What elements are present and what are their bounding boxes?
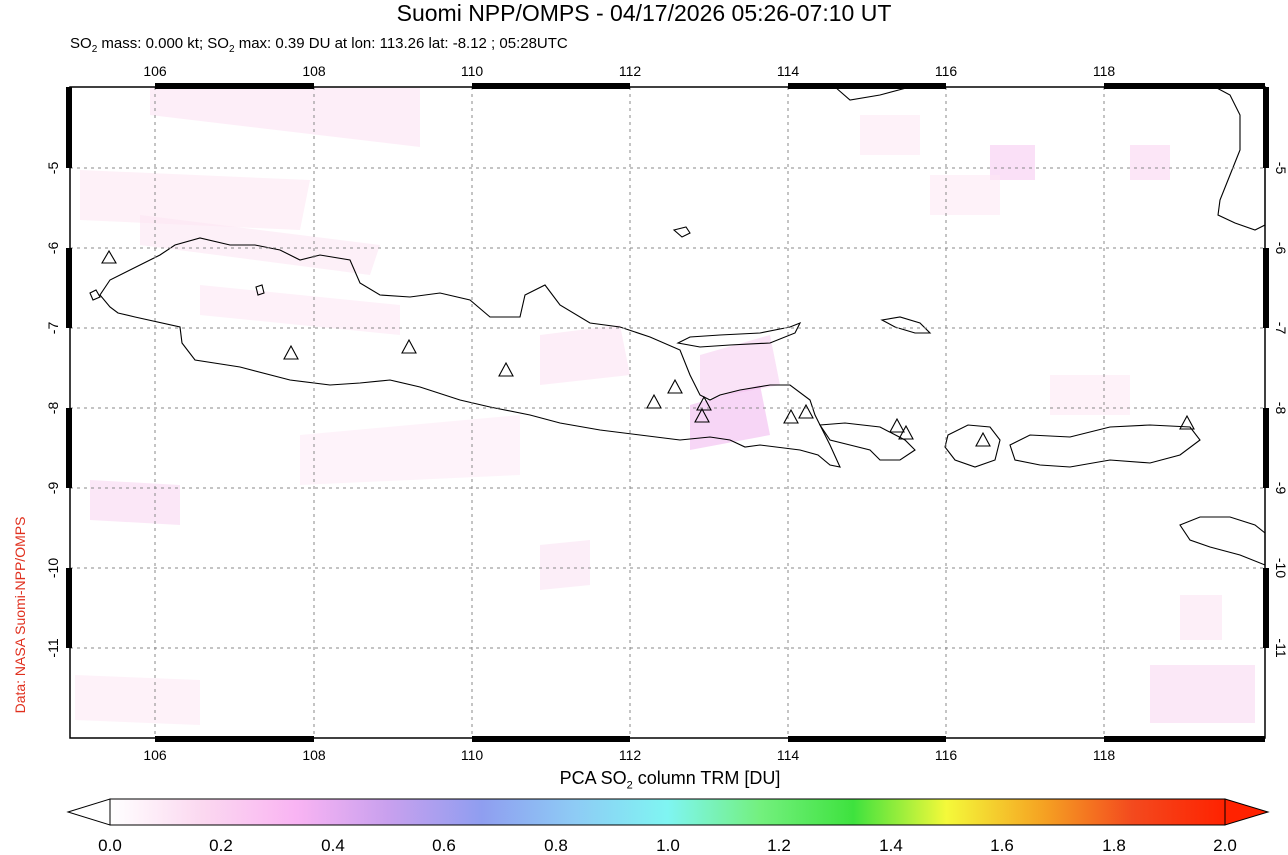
summary-part1: SO	[70, 35, 92, 52]
graticule	[70, 87, 1265, 738]
lon-label: 108	[302, 63, 326, 79]
summary-sub1: 2	[91, 44, 98, 55]
colorbar-tick-label: 0.0	[98, 836, 122, 855]
volcano-triangle-icon	[401, 338, 417, 354]
map-title: Suomi NPP/OMPS - 04/17/2026 05:26-07:10 …	[396, 0, 892, 26]
volcano-triangle-icon	[646, 393, 662, 409]
lon-label: 116	[935, 747, 958, 763]
colorbar-min-arrow	[66, 798, 111, 826]
lon-label: 106	[143, 63, 167, 79]
volcano-triangle-icon	[975, 431, 991, 447]
lat-label: -5	[45, 162, 61, 175]
lon-label: 110	[461, 747, 484, 763]
lon-label: 106	[143, 747, 167, 763]
volcano-triangle-icon	[498, 361, 514, 377]
volcano-triangle-icon	[696, 395, 712, 411]
colorbar-tick-label: 0.2	[209, 836, 233, 855]
lon-label: 112	[619, 747, 642, 763]
lon-label: 114	[777, 63, 800, 79]
lon-label: 114	[777, 747, 800, 763]
lat-labels-left: -5 -6 -7 -8 -9 -10 -11	[45, 162, 61, 658]
summary-part3: max: 0.39 DU at lon: 113.26 lat: -8.12 ;…	[234, 35, 568, 52]
lat-label: -8	[45, 402, 61, 415]
colorbar-tick-label: 1.6	[990, 836, 1014, 855]
lon-label: 118	[1093, 747, 1116, 763]
lon-label: 118	[1093, 63, 1116, 79]
lat-label: -7	[1273, 322, 1288, 335]
lat-label: -7	[45, 322, 61, 335]
lon-labels-bottom: 106 108 110 112 114 116 118	[143, 747, 1115, 763]
colorbar-tick-label: 1.0	[656, 836, 680, 855]
volcano-icons	[101, 249, 1195, 447]
colorbar-title-sub: 2	[626, 779, 633, 792]
lat-label: -10	[1273, 558, 1288, 578]
volcano-triangle-icon	[783, 408, 799, 424]
colorbar-title-part2: column TRM [DU]	[632, 768, 781, 788]
colorbar-ticks: 0.0 0.2 0.4 0.6 0.8 1.0 1.2 1.4 1.6 1.8 …	[98, 836, 1237, 855]
lon-label: 110	[461, 63, 484, 79]
summary-part2: mass: 0.000 kt; SO	[97, 35, 229, 52]
volcano-triangle-icon	[898, 424, 914, 440]
so2-map: 106 108 110 112 114 116 118 106 108 110 …	[45, 63, 1288, 763]
so2-summary: SO2 mass: 0.000 kt; SO2 max: 0.39 DU at …	[70, 35, 568, 55]
volcano-triangle-icon	[1179, 414, 1195, 430]
lon-label: 116	[935, 63, 958, 79]
lat-label: -11	[1273, 638, 1288, 657]
colorbar-tick-label: 1.8	[1102, 836, 1126, 855]
volcano-triangle-icon	[283, 344, 299, 360]
colorbar-tick-label: 0.4	[321, 836, 345, 855]
colorbar-tick-label: 1.4	[879, 836, 903, 855]
lat-label: -9	[45, 482, 61, 495]
volcano-triangle-icon	[101, 249, 117, 264]
lat-label: -6	[1273, 242, 1288, 255]
volcano-triangle-icon	[667, 378, 683, 394]
colorbar-tick-label: 0.6	[432, 836, 456, 855]
lat-label: -10	[45, 558, 61, 578]
volcano-triangle-icon	[798, 403, 814, 419]
colorbar-gradient	[109, 798, 1226, 826]
lon-label: 108	[302, 747, 326, 763]
lat-label: -9	[1273, 482, 1288, 495]
colorbar-tick-label: 0.8	[544, 836, 568, 855]
summary-sub2: 2	[228, 44, 235, 55]
map-frame	[66, 83, 1269, 742]
lat-labels-right: -5 -6 -7 -8 -9 -10 -11	[1273, 162, 1288, 658]
colorbar-tick-label: 1.2	[767, 836, 791, 855]
lat-label: -6	[45, 242, 61, 255]
volcano-triangle-icon	[694, 407, 710, 423]
lat-label: -11	[45, 638, 61, 657]
lon-label: 112	[619, 63, 642, 79]
colorbar-title-part1: PCA SO	[559, 768, 627, 788]
lat-label: -5	[1273, 162, 1288, 175]
lon-labels-top: 106 108 110 112 114 116 118	[143, 63, 1115, 79]
volcano-triangle-icon	[889, 417, 905, 433]
so2-pixels	[75, 87, 1255, 725]
colorbar-title: PCA SO2 column TRM [DU]	[0, 768, 1288, 792]
colorbar-tick-label: 2.0	[1213, 836, 1237, 855]
colorbar-max-arrow	[1224, 798, 1270, 826]
lat-label: -8	[1273, 402, 1288, 415]
colorbar: 0.0 0.2 0.4 0.6 0.8 1.0 1.2 1.4 1.6 1.8 …	[66, 798, 1270, 855]
